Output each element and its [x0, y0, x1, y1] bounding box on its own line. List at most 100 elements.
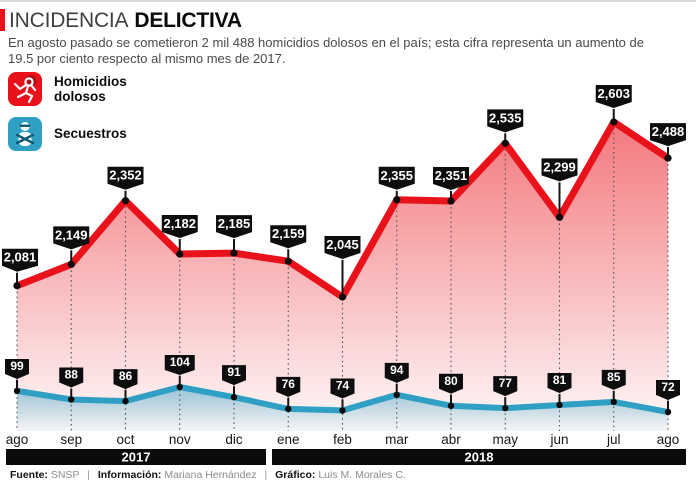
value-tag: [384, 362, 409, 383]
footer-credits: Fuente: SNSP | Información: Mariana Hern…: [10, 469, 406, 481]
value-tag-label: 2,355: [380, 168, 413, 183]
page-title: INCIDENCIA DELICTIVA: [9, 10, 242, 31]
value-tag: [656, 380, 680, 400]
value-tag-label: 91: [227, 365, 241, 379]
data-point-dot: [338, 293, 347, 301]
data-point-dot: [447, 197, 455, 205]
value-tag-label: 2,352: [109, 168, 142, 183]
value-tag: [541, 158, 578, 182]
value-tag-label: 76: [282, 377, 296, 391]
legend-item-kidnappings: Secuestros: [7, 116, 140, 152]
data-point-dot: [13, 282, 21, 290]
data-point-dot: [284, 257, 292, 265]
year-band: [272, 449, 686, 465]
value-tag-label: 2,603: [597, 86, 630, 101]
value-tag: [107, 166, 144, 190]
info-value: Mariana Hernández: [164, 469, 257, 481]
data-point-dot: [68, 396, 75, 403]
value-tag-label: 88: [65, 368, 79, 382]
data-point-dot: [285, 405, 292, 413]
value-tag: [324, 236, 361, 259]
value-tag-label: 80: [444, 374, 458, 388]
month-label: jul: [606, 432, 621, 447]
value-tag-label: 2,149: [55, 227, 88, 242]
year-band-label: 2017: [122, 450, 151, 465]
legend-label-homicides: Homicidios dolosos: [54, 73, 127, 104]
source-value: SNSP: [50, 469, 80, 481]
value-tag: [487, 109, 524, 133]
month-label: ago: [657, 432, 680, 447]
value-tag-label: 2,045: [326, 237, 359, 252]
value-tag: [601, 369, 626, 390]
credit-value: Luis M. Morales C.: [318, 469, 406, 481]
year-band: [6, 449, 266, 465]
data-point-dot: [610, 398, 617, 406]
value-tag-label: 86: [119, 369, 133, 383]
month-label: dic: [225, 432, 243, 447]
data-point-dot: [555, 213, 564, 221]
value-tag: [493, 376, 518, 397]
data-point-dot: [230, 393, 238, 401]
data-point-dot: [339, 407, 346, 414]
data-point-dot: [230, 249, 238, 257]
value-tag-label: 85: [607, 370, 621, 384]
data-point-dot: [122, 397, 129, 405]
value-tag: [5, 358, 29, 379]
credit-label: Gráfico:: [275, 469, 316, 481]
value-tag-label: 77: [499, 376, 513, 390]
data-point-dot: [502, 404, 509, 412]
month-label: jun: [549, 432, 568, 447]
value-tag: [53, 226, 90, 250]
value-tag-label: 2,159: [272, 226, 305, 241]
value-tag: [330, 378, 355, 399]
header: INCIDENCIA DELICTIVA En agosto pasado se …: [0, 9, 696, 67]
value-tag-label: 81: [553, 373, 567, 387]
data-point-dot: [176, 250, 184, 258]
info-label: Información:: [97, 469, 162, 481]
data-point-dot: [664, 408, 672, 416]
legend-label-kidnappings: Secuestros: [54, 126, 127, 142]
value-tag-label: 2,185: [218, 216, 251, 231]
value-tag-label: 99: [10, 359, 24, 373]
value-tag: [439, 373, 463, 394]
month-label: sep: [60, 432, 82, 447]
month-label: mar: [385, 432, 409, 447]
value-tag-label: 2,182: [163, 216, 196, 231]
month-label: feb: [333, 432, 352, 447]
value-tag: [216, 215, 252, 239]
value-tag: [433, 167, 469, 191]
homicides-area: [17, 122, 668, 431]
value-tag: [650, 123, 686, 147]
legend-item-homicides: Homicidios dolosos: [7, 71, 140, 107]
value-tag: [59, 367, 84, 388]
value-tag: [164, 355, 195, 376]
value-tag-label: 2,351: [435, 168, 468, 183]
data-point-dot: [393, 196, 401, 204]
data-point-dot: [67, 260, 75, 268]
data-point-dot: [176, 383, 183, 391]
value-tag: [378, 166, 415, 190]
year-band-label: 2018: [465, 450, 494, 465]
month-label: may: [492, 432, 518, 447]
value-tag-label: 94: [390, 363, 404, 377]
month-label: abr: [441, 432, 461, 447]
data-point-dot: [556, 401, 563, 409]
month-label: nov: [169, 432, 191, 447]
top-divider: [0, 0, 696, 2]
value-tag: [276, 376, 301, 397]
value-tag-label: 2,299: [543, 159, 576, 174]
value-tag-label: 74: [336, 378, 350, 392]
value-tag: [222, 365, 246, 386]
value-tag-label: 2,081: [4, 250, 37, 265]
value-tag: [113, 369, 138, 390]
value-tag-label: 104: [170, 355, 190, 369]
month-label: ene: [277, 432, 300, 447]
title-regular: INCIDENCIA: [9, 8, 129, 32]
value-tag-label: 2,535: [489, 110, 522, 125]
kidnapping-icon: [8, 117, 42, 151]
month-label: ago: [6, 432, 29, 447]
source-label: Fuente:: [10, 469, 48, 481]
data-point-dot: [610, 118, 618, 126]
